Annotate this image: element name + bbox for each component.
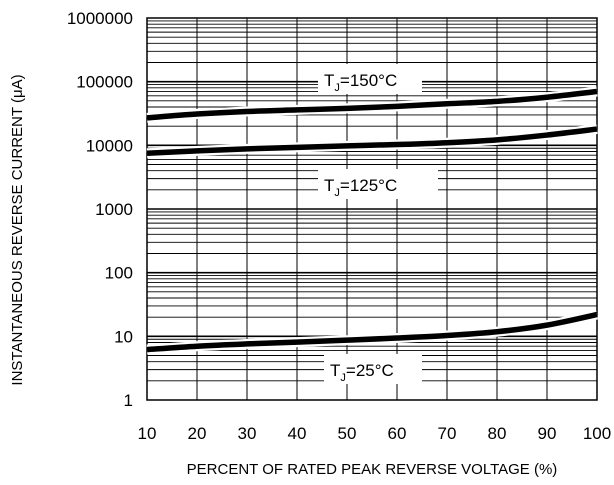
series-line-2 (146, 311, 598, 353)
x-tick-label: 70 (438, 424, 457, 443)
x-tick-label: 60 (388, 424, 407, 443)
curve-label: TJ=150°C (324, 71, 397, 94)
plot-frame (146, 17, 598, 401)
x-axis-title: PERCENT OF RATED PEAK REVERSE VOLTAGE (%… (187, 461, 558, 478)
x-tick-labels: 10 20 30 40 50 60 70 80 90 100 (138, 424, 612, 443)
y-tick-label: 1000 (95, 200, 133, 219)
x-tick-label: 40 (288, 424, 307, 443)
x-tick-label: 10 (138, 424, 157, 443)
x-tick-label: 50 (338, 424, 357, 443)
y-tick-label: 1000000 (67, 9, 133, 28)
y-tick-label: 100 (105, 264, 133, 283)
curve-labels: TJ=150°C TJ=125°C TJ=25°C (318, 64, 438, 384)
label-backdrop (318, 169, 438, 199)
y-tick-label: 100000 (76, 73, 133, 92)
x-tick-label: 20 (188, 424, 207, 443)
curves (146, 86, 599, 355)
y-axis-title: INSTANTANEOUS REVERSE CURRENT (μA) (9, 74, 26, 385)
x-tick-label: 100 (583, 424, 611, 443)
label-backdrop (318, 64, 422, 94)
curve-label: TJ=125°C (324, 176, 397, 199)
x-tick-label: 30 (238, 424, 257, 443)
y-tick-label: 1 (124, 391, 133, 410)
series-line-1 (146, 126, 598, 157)
series-line-0 (146, 88, 598, 121)
y-tick-label: 10000 (86, 136, 133, 155)
y-tick-label: 10 (114, 327, 133, 346)
curve-label: TJ=25°C (330, 361, 394, 384)
label-backdrop (324, 354, 422, 384)
x-tick-label: 90 (538, 424, 557, 443)
x-tick-label: 80 (488, 424, 507, 443)
y-tick-labels: 1 10 100 1000 10000 100000 1000000 (67, 9, 133, 410)
